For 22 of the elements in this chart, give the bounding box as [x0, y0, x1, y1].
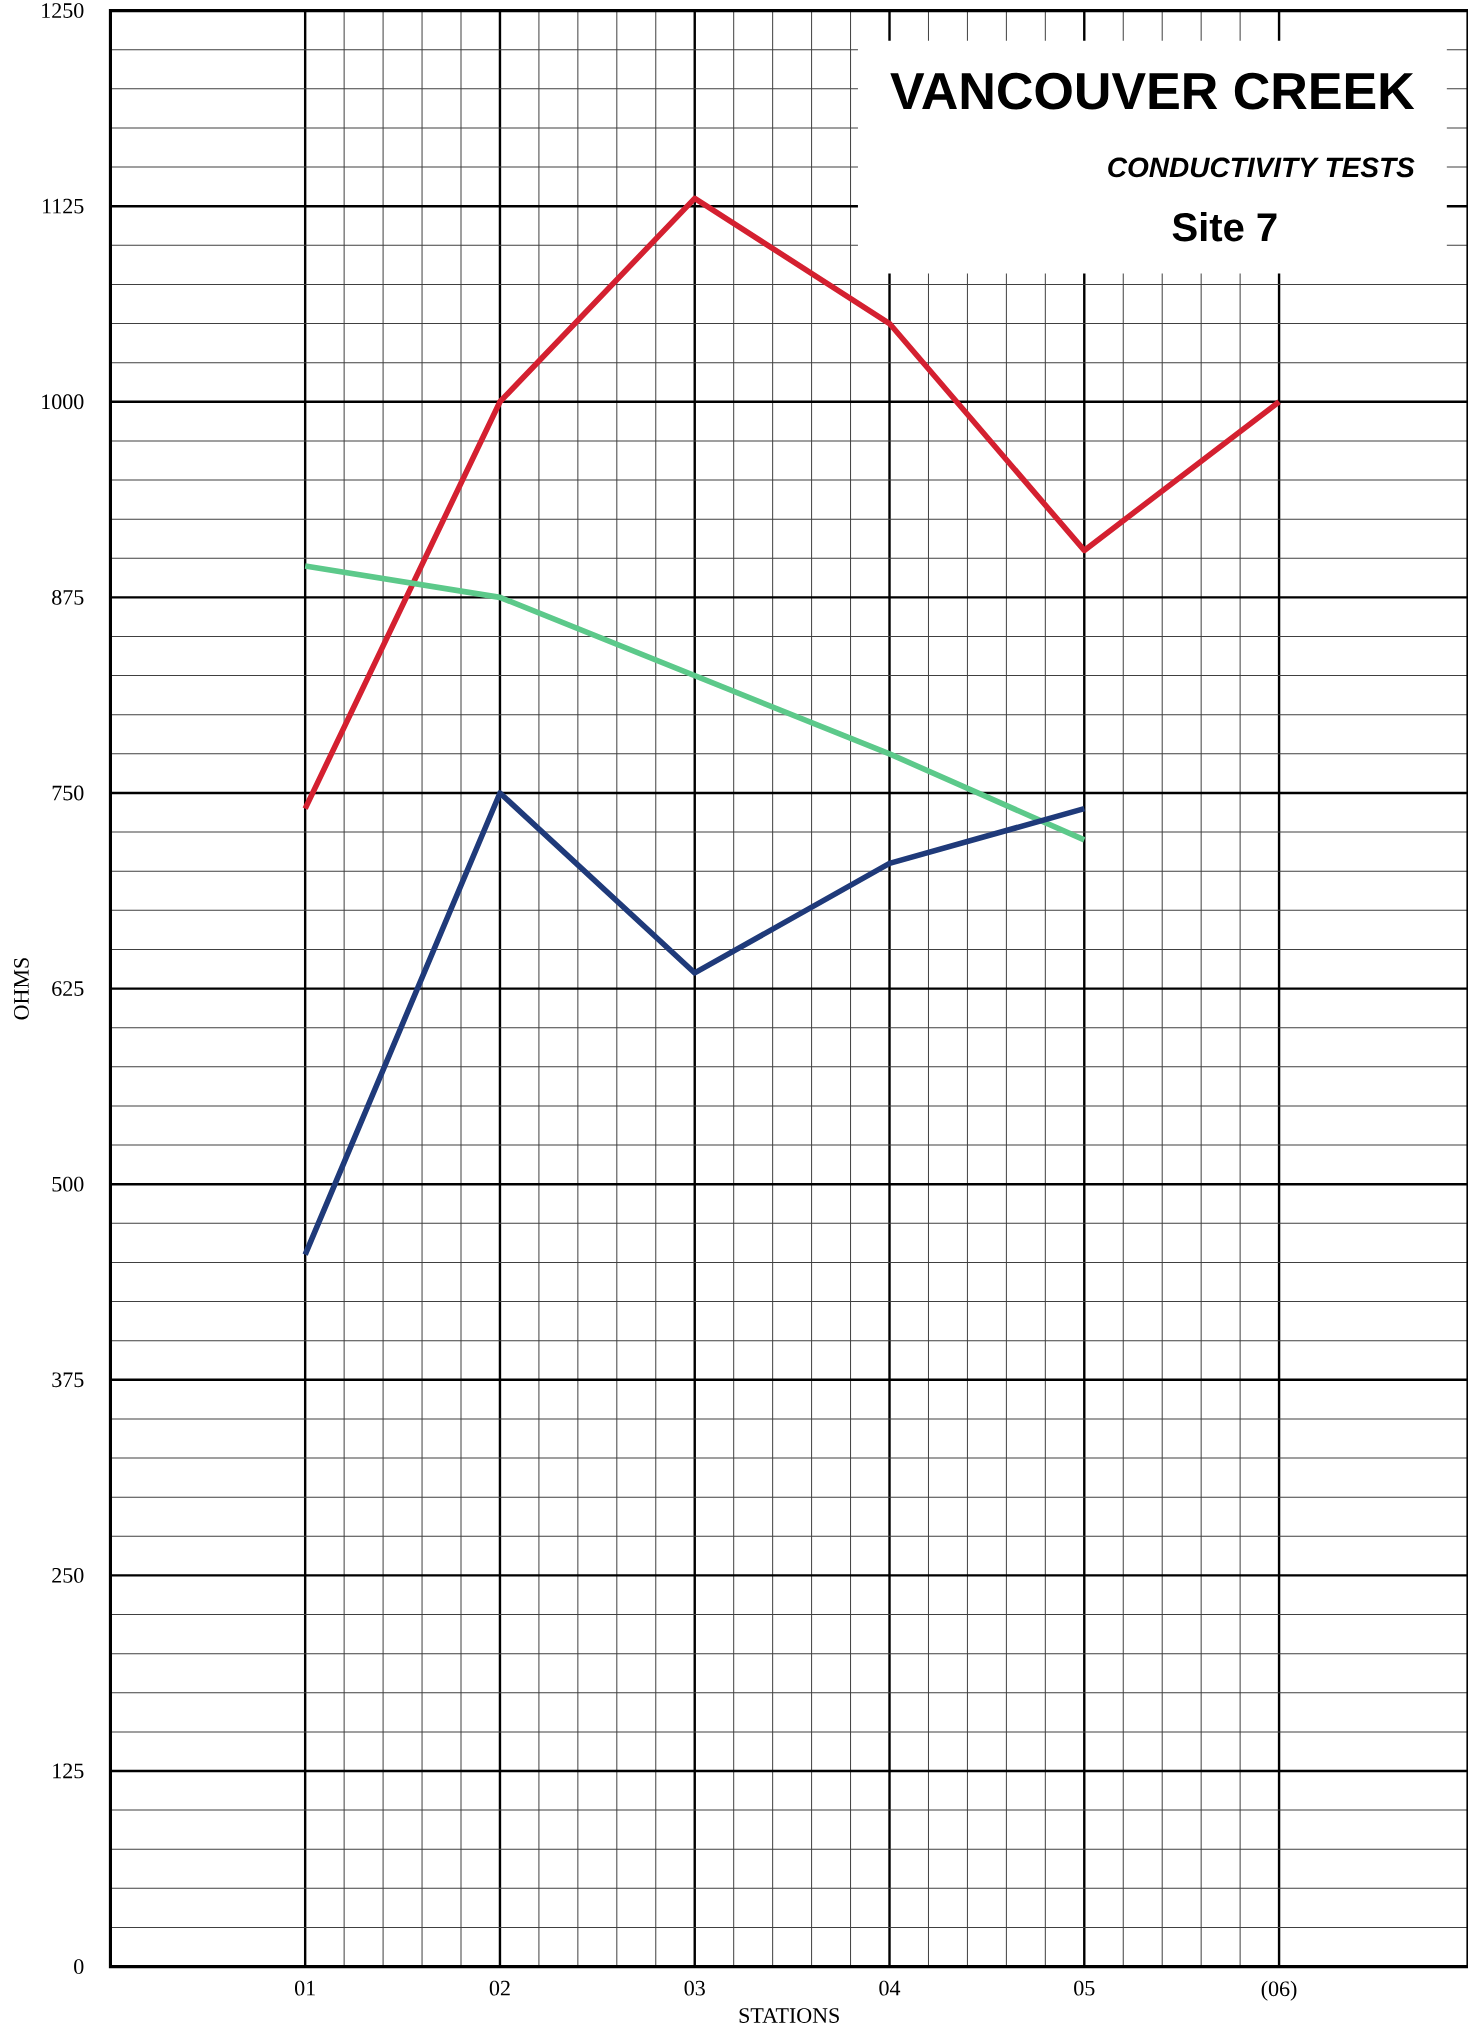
- text: VANCOUVER CREEK: [890, 72, 1415, 110]
- y-tick-label: 1000: [42, 394, 84, 410]
- y-tick-label: 125: [53, 1763, 84, 1779]
- x-axis-title: STATIONS: [739, 2008, 839, 2023]
- y-tick-label: 500: [52, 1176, 84, 1192]
- x-tick-label: (06): [1261, 1980, 1297, 2001]
- y-tick-label: 625: [52, 981, 84, 996]
- y-tick-label: 250: [52, 1567, 84, 1583]
- y-axis-title: OHMS: [14, 958, 29, 1020]
- x-tick-label: 01: [294, 1980, 315, 1996]
- y-tick-label: 1125: [43, 198, 84, 214]
- x-tick-label: 04: [879, 1980, 901, 1996]
- annotation: Site 7: [1172, 212, 1277, 242]
- y-tick-label: 875: [52, 589, 84, 605]
- y-tick-label: 1250: [42, 3, 84, 18]
- x-tick-label: 02: [489, 1980, 510, 1996]
- x-tick-label: 05: [1074, 1980, 1095, 1996]
- y-tick-label: 0: [74, 1959, 84, 1974]
- y-tick-label: 375: [52, 1372, 84, 1388]
- x-tick-label: 03: [684, 1980, 705, 1996]
- y-tick-label: 750: [52, 785, 84, 801]
- text: CONDUCTIVITY TESTS: [1108, 157, 1415, 178]
